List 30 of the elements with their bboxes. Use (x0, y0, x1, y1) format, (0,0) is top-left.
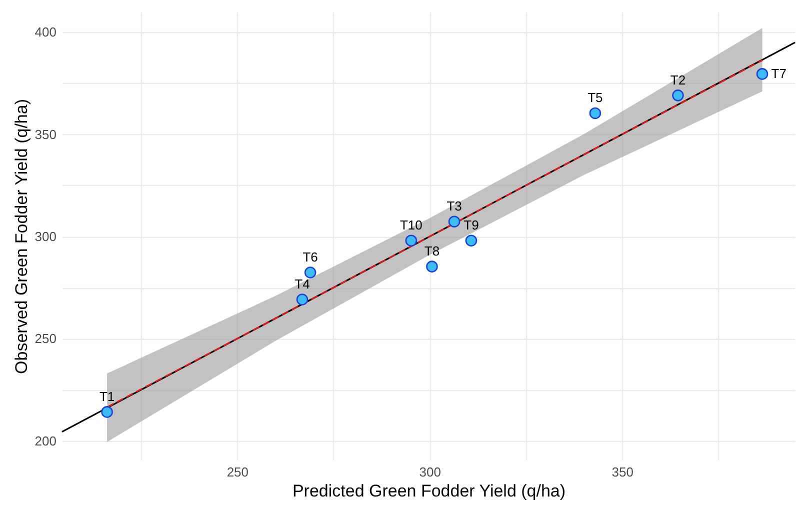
y-tick-label: 300 (34, 229, 56, 244)
y-axis-title: Observed Green Fodder Yield (q/ha) (12, 99, 31, 374)
annotation: T3 (446, 198, 462, 214)
x-tick-label: 250 (226, 464, 249, 480)
x-axis-title: Predicted Green Fodder Yield (q/ha) (292, 482, 566, 500)
point (589, 107, 602, 120)
y-tick-label: 350 (34, 126, 56, 142)
point (426, 260, 438, 272)
annotation: T10 (400, 218, 422, 233)
annotation: T4 (294, 276, 310, 292)
point (296, 294, 308, 306)
annotation: T5 (588, 90, 603, 106)
y-tick-label: 200 (34, 433, 56, 448)
point (304, 266, 316, 278)
point (405, 234, 418, 246)
point (101, 406, 113, 418)
x-tick-label: 300 (419, 464, 442, 480)
x-tick-label: 350 (612, 464, 634, 480)
point (448, 216, 460, 228)
point (756, 68, 768, 80)
annotation: T9 (464, 218, 479, 233)
annotation: T2 (670, 72, 686, 88)
annotation: T7 (771, 66, 786, 81)
y-tick-label: 250 (34, 331, 56, 346)
annotation: T1 (99, 388, 115, 404)
point (465, 234, 478, 246)
annotation: T8 (424, 244, 440, 259)
point (672, 90, 684, 102)
annotation: T6 (302, 250, 318, 264)
y-tick-label: 400 (34, 24, 56, 40)
